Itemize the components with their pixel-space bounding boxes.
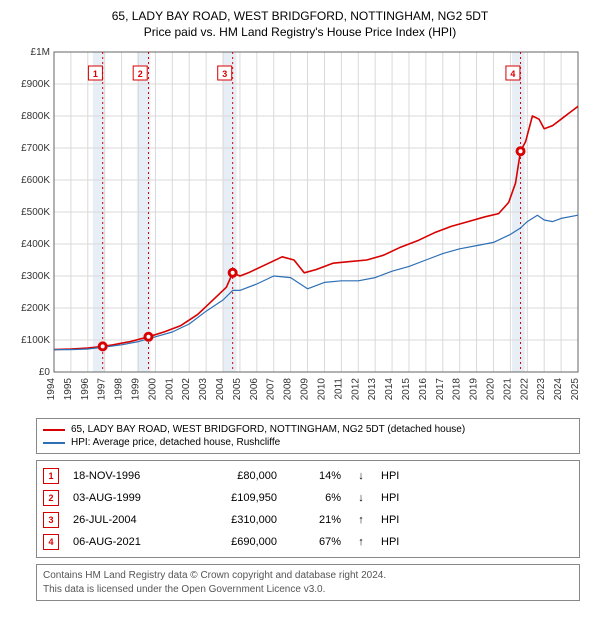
- marker-ref: HPI: [381, 470, 399, 482]
- svg-text:2019: 2019: [469, 378, 480, 401]
- svg-text:2021: 2021: [502, 378, 513, 401]
- svg-text:2007: 2007: [266, 378, 277, 401]
- svg-text:£900K: £900K: [21, 79, 50, 90]
- marker-pct: 6%: [291, 492, 341, 504]
- svg-text:£100K: £100K: [21, 335, 50, 346]
- marker-pct: 67%: [291, 536, 341, 548]
- svg-text:2014: 2014: [384, 378, 395, 401]
- marker-row: 4 06-AUG-2021 £690,000 67% ↑ HPI: [43, 531, 573, 553]
- svg-text:1: 1: [93, 69, 98, 79]
- svg-text:2016: 2016: [418, 378, 429, 401]
- svg-text:2024: 2024: [553, 378, 564, 401]
- svg-text:2001: 2001: [164, 378, 175, 401]
- svg-text:1995: 1995: [63, 378, 74, 401]
- svg-text:£800K: £800K: [21, 111, 50, 122]
- svg-text:2003: 2003: [198, 378, 209, 401]
- svg-text:2000: 2000: [147, 378, 158, 401]
- svg-text:2020: 2020: [485, 378, 496, 401]
- svg-text:3: 3: [222, 69, 227, 79]
- svg-text:1999: 1999: [131, 378, 142, 401]
- svg-text:2008: 2008: [283, 378, 294, 401]
- marker-ref: HPI: [381, 536, 399, 548]
- footer-box: Contains HM Land Registry data © Crown c…: [36, 564, 580, 601]
- svg-text:2025: 2025: [570, 378, 581, 401]
- svg-text:£500K: £500K: [21, 207, 50, 218]
- marker-arrow-icon: ↑: [355, 514, 367, 526]
- marker-badge: 3: [43, 512, 59, 528]
- marker-date: 06-AUG-2021: [73, 536, 183, 548]
- marker-price: £109,950: [197, 492, 277, 504]
- price-chart: £0 £100K £200K £300K £400K £500K £600K £700K £80…: [12, 44, 588, 412]
- marker-date: 03-AUG-1999: [73, 492, 183, 504]
- marker-arrow-icon: ↑: [355, 536, 367, 548]
- markers-box: 1 18-NOV-1996 £80,000 14% ↓ HPI 2 03-AUG-1999 £1…: [36, 460, 580, 558]
- footer-line-2: This data is licensed under the Open Gov…: [43, 583, 573, 597]
- legend-label: HPI: Average price, detached house, Rush…: [71, 437, 280, 448]
- svg-text:2017: 2017: [435, 378, 446, 401]
- svg-text:£400K: £400K: [21, 239, 50, 250]
- svg-text:1998: 1998: [114, 378, 125, 401]
- marker-date: 26-JUL-2004: [73, 514, 183, 526]
- svg-text:2011: 2011: [333, 378, 344, 400]
- marker-date: 18-NOV-1996: [73, 470, 183, 482]
- legend-row: HPI: Average price, detached house, Rush…: [43, 436, 573, 449]
- svg-text:2012: 2012: [350, 378, 361, 401]
- svg-text:1996: 1996: [80, 378, 91, 401]
- svg-text:£600K: £600K: [21, 175, 50, 186]
- title-line-2: Price paid vs. HM Land Registry's House …: [12, 24, 588, 40]
- marker-badge: 4: [43, 534, 59, 550]
- svg-text:2004: 2004: [215, 378, 226, 401]
- legend-swatch: [43, 442, 65, 444]
- marker-ref: HPI: [381, 514, 399, 526]
- svg-text:£1M: £1M: [31, 47, 50, 58]
- svg-text:2022: 2022: [519, 378, 530, 401]
- footer-line-1: Contains HM Land Registry data © Crown c…: [43, 569, 573, 583]
- marker-badge: 1: [43, 468, 59, 484]
- svg-text:£0: £0: [39, 367, 51, 378]
- svg-text:2010: 2010: [316, 378, 327, 401]
- marker-arrow-icon: ↓: [355, 470, 367, 482]
- legend-box: 65, LADY BAY ROAD, WEST BRIDGFORD, NOTTI…: [36, 418, 580, 454]
- svg-text:2: 2: [138, 69, 143, 79]
- svg-text:2005: 2005: [232, 378, 243, 401]
- marker-price: £310,000: [197, 514, 277, 526]
- marker-price: £690,000: [197, 536, 277, 548]
- svg-text:1997: 1997: [97, 378, 108, 401]
- svg-text:4: 4: [510, 69, 515, 79]
- marker-price: £80,000: [197, 470, 277, 482]
- svg-text:2002: 2002: [181, 378, 192, 401]
- svg-text:2023: 2023: [536, 378, 547, 401]
- chart-svg: £0 £100K £200K £300K £400K £500K £600K £700K £80…: [12, 44, 588, 412]
- svg-text:£300K: £300K: [21, 271, 50, 282]
- marker-row: 3 26-JUL-2004 £310,000 21% ↑ HPI: [43, 509, 573, 531]
- legend-swatch: [43, 429, 65, 431]
- svg-text:2009: 2009: [300, 378, 311, 401]
- title-line-1: 65, LADY BAY ROAD, WEST BRIDGFORD, NOTTI…: [12, 8, 588, 24]
- marker-arrow-icon: ↓: [355, 492, 367, 504]
- svg-text:£700K: £700K: [21, 143, 50, 154]
- marker-badge: 2: [43, 490, 59, 506]
- marker-pct: 21%: [291, 514, 341, 526]
- marker-ref: HPI: [381, 492, 399, 504]
- legend-row: 65, LADY BAY ROAD, WEST BRIDGFORD, NOTTI…: [43, 423, 573, 436]
- svg-text:£200K: £200K: [21, 303, 50, 314]
- legend-label: 65, LADY BAY ROAD, WEST BRIDGFORD, NOTTI…: [71, 424, 465, 435]
- marker-row: 1 18-NOV-1996 £80,000 14% ↓ HPI: [43, 465, 573, 487]
- svg-text:2018: 2018: [452, 378, 463, 401]
- svg-text:1994: 1994: [46, 378, 57, 401]
- marker-pct: 14%: [291, 470, 341, 482]
- svg-text:2015: 2015: [401, 378, 412, 401]
- chart-title: 65, LADY BAY ROAD, WEST BRIDGFORD, NOTTI…: [12, 8, 588, 40]
- svg-text:2006: 2006: [249, 378, 260, 401]
- svg-text:2013: 2013: [367, 378, 378, 401]
- marker-row: 2 03-AUG-1999 £109,950 6% ↓ HPI: [43, 487, 573, 509]
